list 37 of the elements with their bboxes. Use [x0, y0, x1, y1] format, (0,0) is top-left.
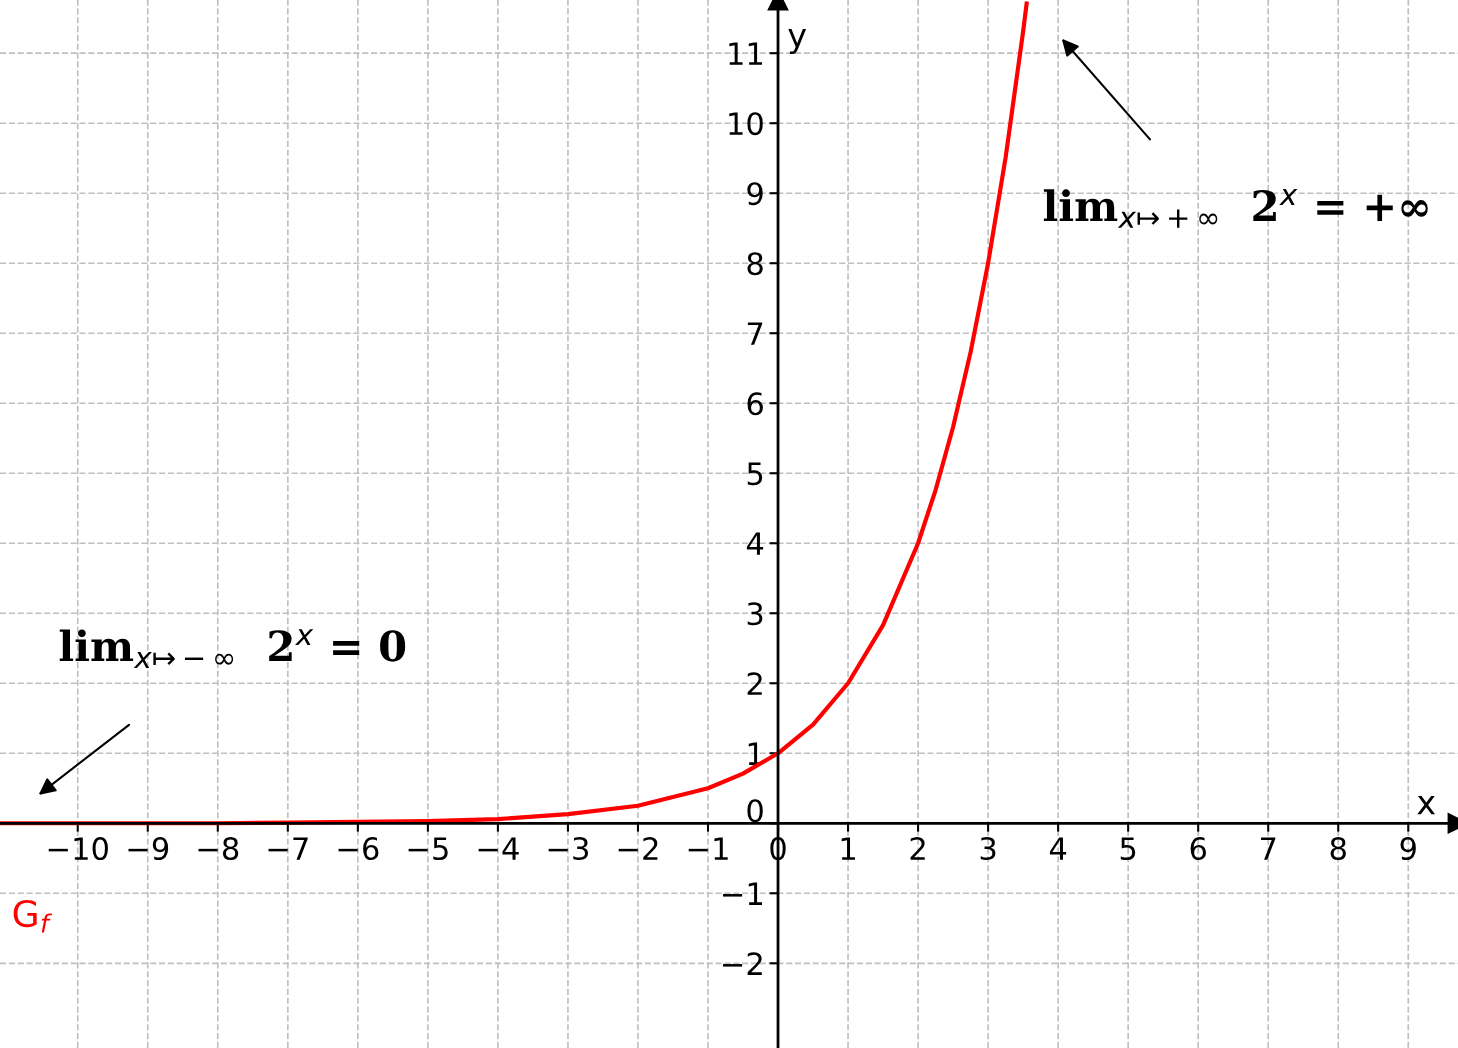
- x-tick-label: 3: [980, 837, 996, 861]
- x-tick-label: −2: [618, 837, 658, 860]
- x-axis-title: x: [1417, 796, 1436, 815]
- text: lim$_{x↦−∞}$ 2$^{x}$ = 0: [59, 629, 406, 668]
- x-tick-label: 6: [1190, 837, 1206, 861]
- y-tick-label: 7: [747, 322, 763, 345]
- y-tick-label: 2: [747, 672, 762, 695]
- y-tick-label: 4: [746, 532, 764, 555]
- y-tick-label: −2: [723, 952, 762, 975]
- x-tick-label: 9: [1400, 837, 1416, 861]
- y-tick-label: 0: [747, 799, 763, 823]
- x-tick-label: −9: [128, 837, 169, 861]
- y-tick-label: 5: [747, 462, 763, 486]
- x-tick-label: −10: [48, 837, 108, 861]
- x-tick-label: −5: [408, 837, 448, 861]
- x-tick-label: −7: [268, 837, 308, 860]
- y-tick-label: 11: [729, 42, 762, 65]
- x-tick-label: −4: [478, 837, 519, 860]
- x-tick-label: 5: [1120, 837, 1136, 861]
- x-tick-label: 4: [1049, 837, 1067, 860]
- x-tick-label: −3: [548, 837, 588, 861]
- x-tick-label: 8: [1330, 837, 1346, 861]
- y-tick-label: 9: [747, 182, 763, 206]
- x-tick-label: 7: [1261, 837, 1276, 860]
- x-tick-label: −1: [688, 837, 728, 860]
- text: G$_{f}$: [13, 899, 53, 933]
- x-tick-label: 1: [841, 837, 855, 860]
- y-tick-label: 6: [747, 392, 763, 416]
- y-tick-label: 10: [729, 112, 763, 136]
- y-tick-label: 8: [747, 252, 763, 276]
- y-tick-label: 3: [747, 602, 763, 626]
- y-tick-label: −1: [723, 882, 762, 905]
- y-axis-title: y: [788, 28, 807, 55]
- x-tick-label: −8: [198, 837, 239, 861]
- x-tick-label: −6: [338, 837, 379, 861]
- x-tick-label: 2: [910, 837, 925, 860]
- text: lim$_{x↦+∞}$ 2$^{x}$ = +∞: [1043, 189, 1428, 228]
